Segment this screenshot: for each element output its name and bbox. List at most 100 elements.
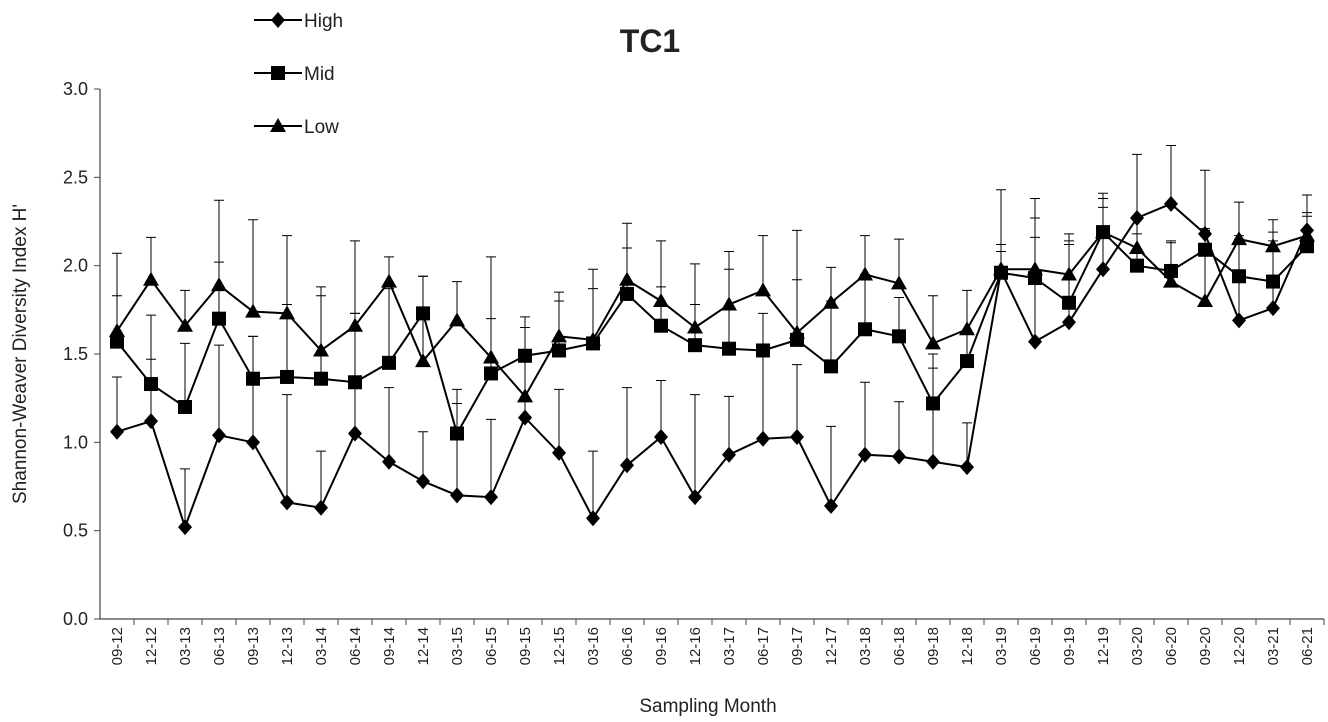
chart-title: TC1 [620,23,680,59]
x-tick-label: 09-19 [1061,627,1078,665]
point [756,343,770,358]
x-tick-label: 06-14 [347,627,364,665]
error-bar [758,235,768,291]
x-tick-label: 03-19 [993,627,1010,665]
point [891,275,907,290]
point [382,453,396,470]
x-tick-label: 06-16 [619,627,636,665]
point [925,335,941,350]
error-bar [1132,153,1142,218]
error-bar [180,342,190,407]
y-tick-label: 0.5 [63,521,88,541]
point [279,305,295,320]
point [1164,195,1178,212]
point [824,359,838,374]
x-tick-label: 06-15 [483,627,500,665]
error-bar [860,381,870,455]
point [1163,273,1179,288]
error-bar [656,240,666,301]
x-tick-label: 03-13 [177,627,194,665]
x-tick-label: 12-15 [551,627,568,665]
point [586,510,600,527]
point [450,426,464,441]
point [619,271,635,286]
x-tick-label: 09-20 [1197,627,1214,665]
error-bar [112,376,122,432]
x-tick-label: 09-15 [517,627,534,665]
x-tick-label: 03-18 [857,627,874,665]
error-bar [622,387,632,466]
x-tick-label: 09-14 [381,627,398,665]
x-tick-label: 12-19 [1095,627,1112,665]
point [1266,300,1280,317]
error-bar [520,327,530,397]
y-axis-title: Shannon-Weaver Diversity Index H' [10,204,31,504]
point [1299,227,1315,242]
point [212,311,226,326]
point [144,377,158,392]
error-bar [554,388,564,453]
point [518,409,532,426]
y-tick-label: 2.5 [63,167,88,187]
point [551,328,567,343]
point [858,446,872,463]
error-bar [214,199,224,286]
point [722,341,736,356]
error-bar [1166,145,1176,204]
point [926,396,940,411]
series-line [116,230,1308,437]
x-tick-label: 03-20 [1129,627,1146,665]
point [211,277,227,292]
point [484,366,498,381]
point [1062,314,1076,331]
error-bar [826,425,836,506]
point [484,489,498,506]
x-tick-label: 09-18 [925,627,942,665]
error-bar [180,468,190,528]
point [857,266,873,281]
y-tick-label: 1.5 [63,344,88,364]
x-tick-label: 12-17 [823,627,840,665]
error-bar [792,229,802,333]
legend-label: High [304,11,343,32]
point [1061,266,1077,281]
point [721,296,737,311]
point [654,429,668,446]
error-bar [758,348,768,439]
point [143,271,159,286]
point [517,388,533,403]
x-tick-label: 03-15 [449,627,466,665]
point [415,353,431,368]
point [824,497,838,514]
point [722,446,736,463]
error-bar [486,256,496,358]
point [110,423,124,440]
error-bar [214,344,224,436]
error-bar [588,268,598,340]
legend-marker [270,118,286,132]
point [178,519,192,536]
point [993,261,1009,276]
error-bar [622,222,632,280]
error-bar [350,240,360,326]
y-tick-label: 3.0 [63,79,88,99]
point [688,338,702,353]
point [1231,231,1247,246]
point [1197,293,1213,307]
point [1027,261,1043,276]
point [483,349,499,364]
point [789,324,805,339]
x-tick-label: 09-13 [245,627,262,665]
x-tick-label: 12-14 [415,627,432,665]
point [620,457,634,474]
error-bar [894,401,904,457]
point [381,273,397,288]
x-tick-label: 12-16 [687,627,704,665]
point [280,369,294,384]
point [1130,209,1144,226]
error-bar [418,275,428,362]
error-bar [146,314,156,385]
point [858,322,872,337]
error-bar [690,394,700,498]
error-bar [1200,169,1210,234]
